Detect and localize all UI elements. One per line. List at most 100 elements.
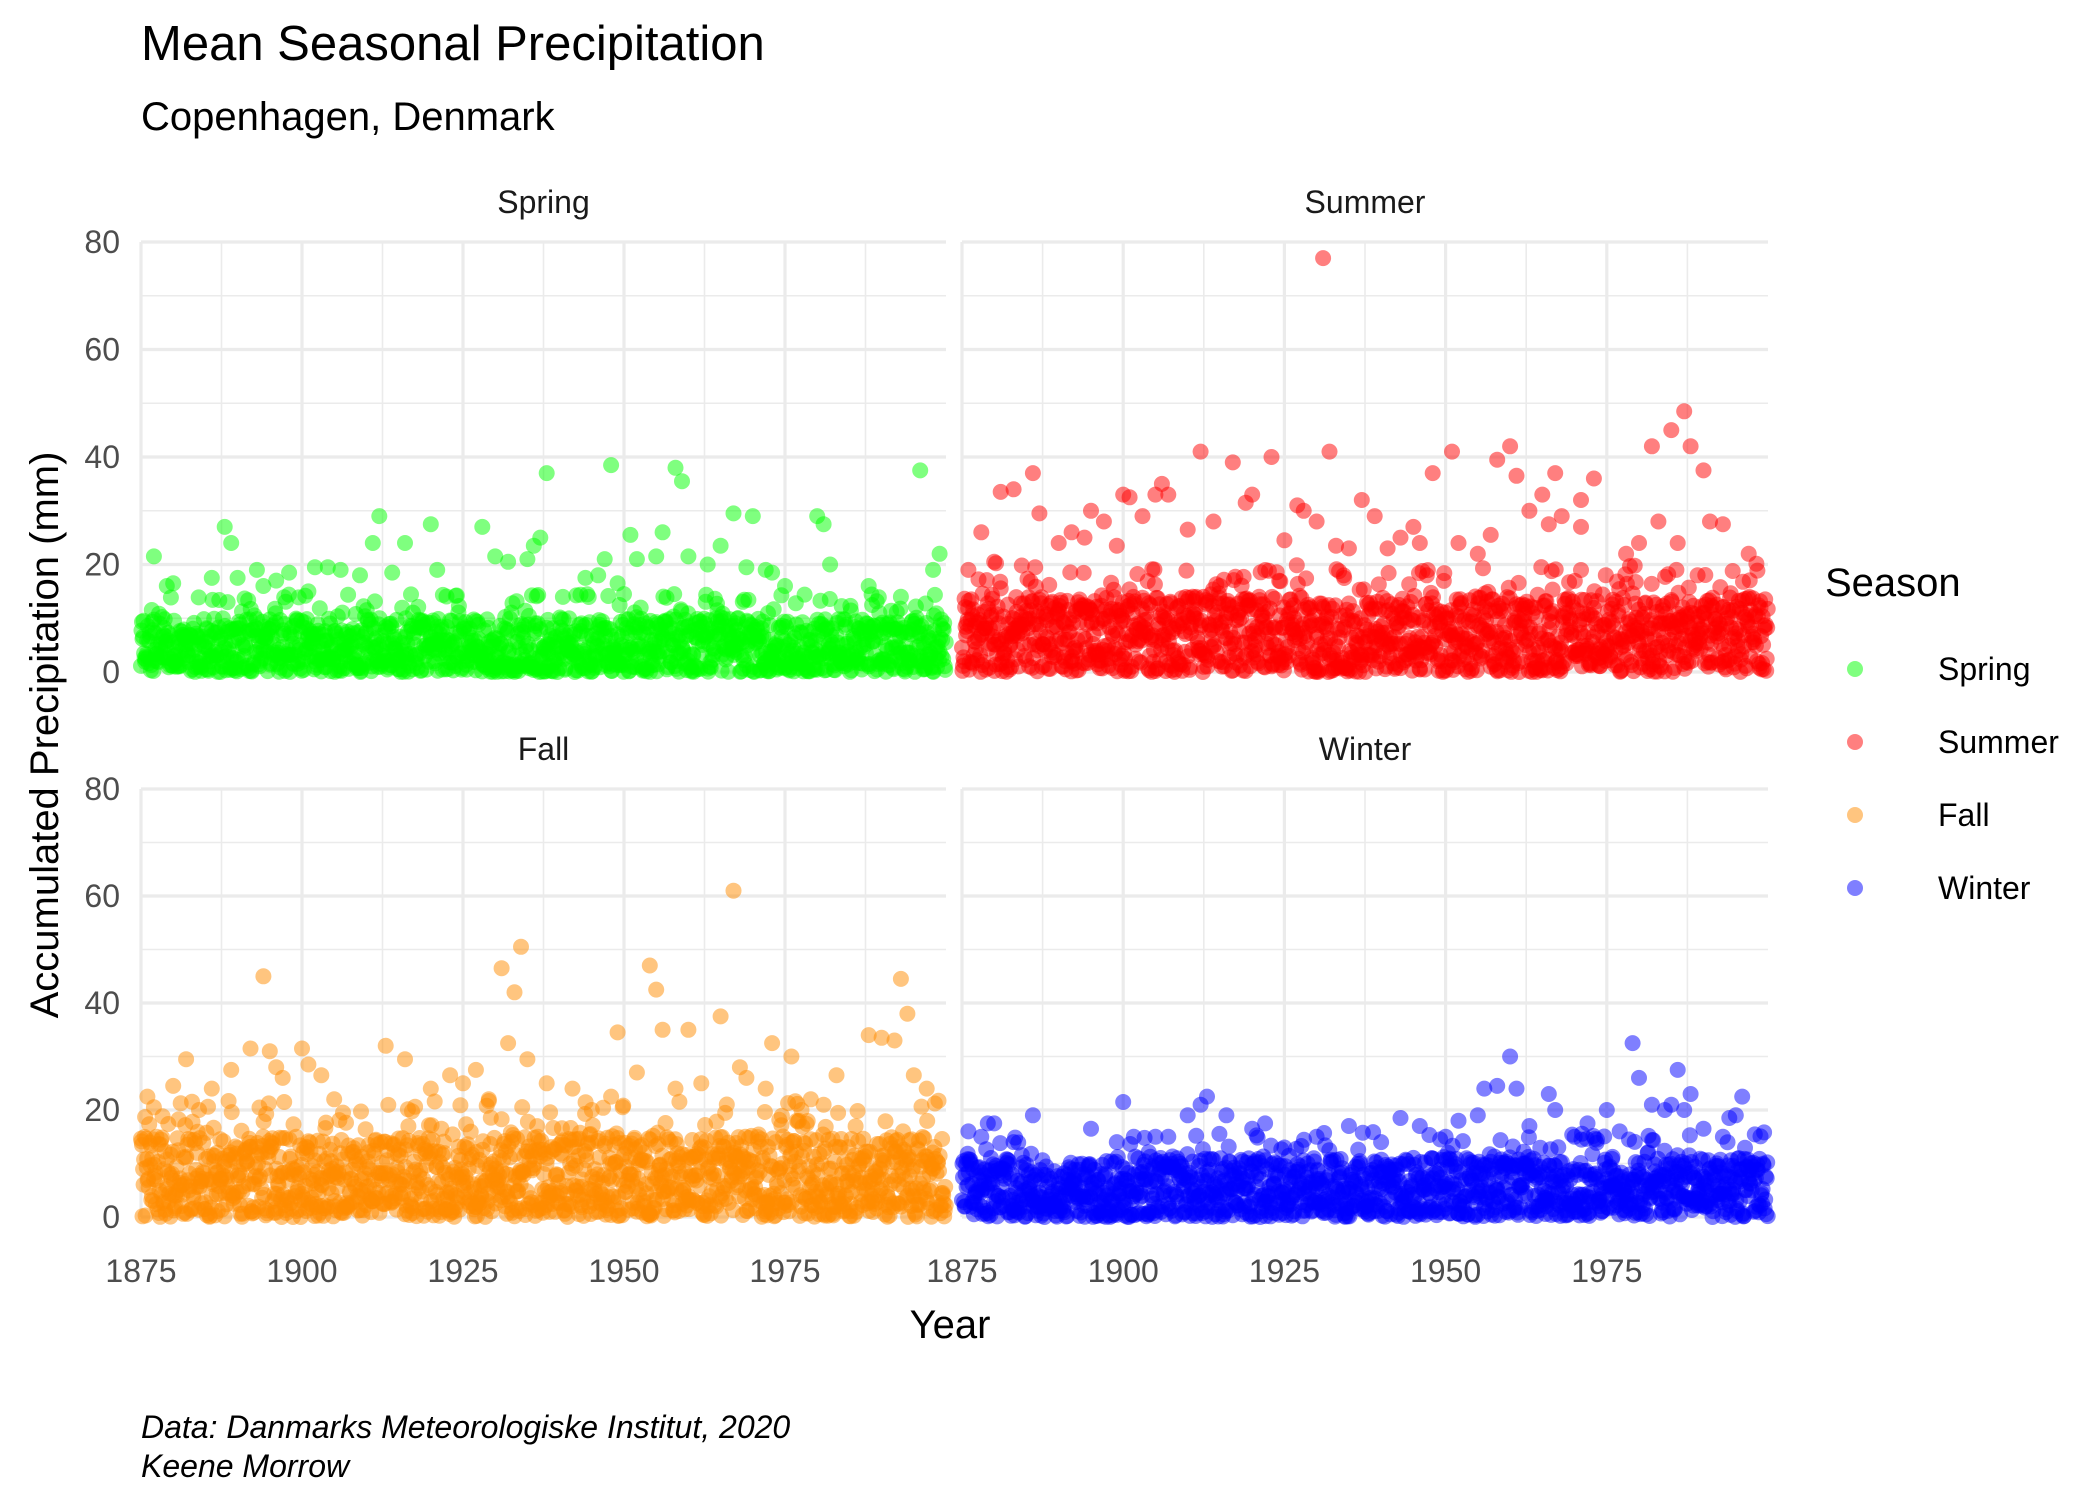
data-point <box>340 586 357 603</box>
data-point <box>493 1111 510 1128</box>
data-point-high <box>364 535 381 551</box>
data-point-high <box>178 1051 195 1068</box>
data-point-high <box>667 1080 684 1097</box>
data-point <box>1749 562 1766 579</box>
data-point-high <box>1631 535 1647 551</box>
chart-title: Mean Seasonal Precipitation <box>141 17 765 71</box>
data-point-high <box>1392 529 1409 546</box>
data-point <box>718 1096 735 1113</box>
data-point-high <box>648 981 665 998</box>
data-point-high <box>422 1080 439 1097</box>
data-point-high <box>519 1051 536 1068</box>
data-point <box>403 586 419 603</box>
data-point-high <box>1095 513 1112 530</box>
data-point-high <box>165 575 182 592</box>
data-point-high <box>1050 535 1067 551</box>
data-point-high <box>918 1080 935 1097</box>
data-point-high <box>931 545 948 562</box>
data-point-high <box>429 561 446 578</box>
data-point-high <box>777 578 793 594</box>
data-point-high <box>712 537 729 554</box>
data-point-high <box>628 1064 645 1081</box>
data-point <box>937 634 954 651</box>
data-point-high <box>609 1024 626 1041</box>
data-point-high <box>815 516 832 533</box>
data-point <box>919 1112 936 1129</box>
data-point-high <box>764 564 781 581</box>
data-point-high <box>1308 513 1325 530</box>
data-point <box>219 594 236 611</box>
data-point-high <box>905 1067 922 1084</box>
data-point-high <box>1340 540 1357 557</box>
data-point <box>1668 561 1685 578</box>
data-point <box>1758 650 1775 667</box>
data-point-high <box>828 1067 845 1084</box>
data-point-high <box>223 1061 240 1078</box>
data-point <box>1272 573 1289 590</box>
data-point <box>830 1104 847 1121</box>
data-point-high <box>783 1048 800 1065</box>
data-point-high <box>757 1080 774 1097</box>
data-point <box>740 591 757 608</box>
data-point-high <box>1276 532 1293 549</box>
data-point-high <box>203 1080 220 1097</box>
data-point-high <box>1108 537 1125 554</box>
data-point-high <box>1121 489 1138 506</box>
data-point <box>1755 636 1772 653</box>
data-point <box>1298 570 1315 587</box>
data-point <box>1759 600 1776 617</box>
data-point-high <box>622 526 639 543</box>
data-point-high <box>1192 443 1209 460</box>
data-point <box>338 1114 354 1131</box>
data-point-high <box>371 508 388 525</box>
data-point-high <box>384 564 401 581</box>
data-point-high <box>1224 454 1241 471</box>
data-point-high <box>397 535 413 551</box>
data-point-high <box>1205 513 1222 530</box>
data-point <box>514 1099 531 1116</box>
data-point-high <box>1134 508 1151 525</box>
data-point <box>1041 576 1058 593</box>
data-point-high <box>1366 508 1383 525</box>
data-point <box>937 1197 954 1214</box>
data-point-high <box>1469 545 1486 562</box>
data-point <box>380 1096 397 1113</box>
data-point-high <box>590 567 607 584</box>
data-point-high <box>1618 545 1635 562</box>
data-point-high <box>1521 502 1538 519</box>
data-point <box>1697 567 1714 583</box>
data-point-high <box>377 1037 394 1054</box>
data-point-high <box>712 1008 729 1025</box>
data-point <box>931 1147 948 1164</box>
data-point-high <box>986 553 1003 570</box>
data-point <box>765 601 782 618</box>
data-point-high <box>216 518 233 535</box>
data-point-high <box>1405 518 1422 535</box>
data-point-high <box>203 569 220 586</box>
data-point-high <box>261 1043 278 1060</box>
data-point-high <box>699 556 716 573</box>
data-point-high <box>1695 462 1712 479</box>
data-point <box>450 598 467 614</box>
data-point <box>1475 560 1491 577</box>
data-point-high <box>352 567 368 584</box>
strip-label-spring: Spring <box>497 184 590 220</box>
data-point <box>849 1103 866 1119</box>
panel-summer: Summer <box>954 184 1776 680</box>
data-point <box>580 589 597 605</box>
data-point <box>666 586 683 603</box>
data-point <box>400 1118 417 1135</box>
data-point <box>1419 562 1436 579</box>
data-point <box>366 593 383 610</box>
strip-label-summer: Summer <box>1305 184 1426 220</box>
data-point <box>931 1162 947 1179</box>
data-point <box>410 598 427 615</box>
data-point-high <box>397 1051 413 1068</box>
data-point <box>937 1178 954 1195</box>
data-point-high <box>1083 502 1099 519</box>
data-point-high <box>860 578 877 594</box>
data-point-high <box>1379 540 1396 557</box>
data-point <box>530 587 547 603</box>
data-point-high <box>1179 521 1196 538</box>
data-point-high <box>313 1067 330 1084</box>
